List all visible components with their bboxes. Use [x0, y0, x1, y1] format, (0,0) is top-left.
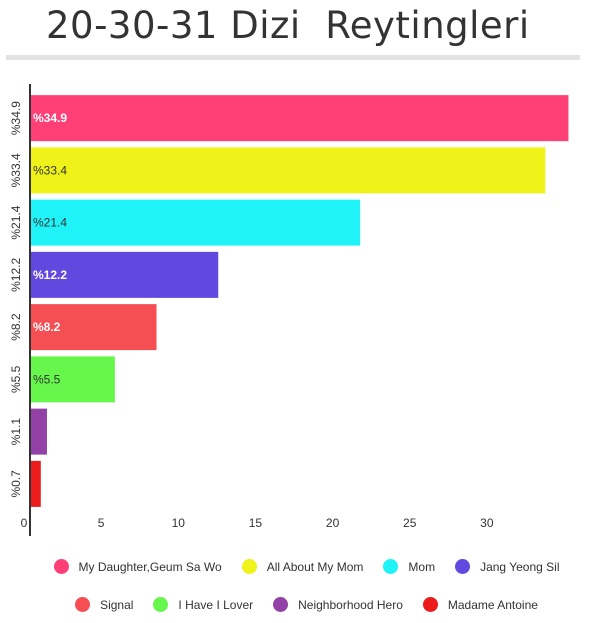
legend-label-5: I Have I Lover	[178, 597, 254, 612]
bar-5	[30, 356, 115, 403]
chart-title: 20-30-31 Dizi Reytingleri	[46, 4, 530, 47]
legend-swatch-6	[273, 597, 289, 612]
legend-swatch-3	[455, 559, 471, 574]
legend-label-2: Mom	[408, 559, 436, 574]
legend-label-4: Signal	[100, 597, 134, 612]
legend-swatch-7	[422, 597, 438, 612]
category-label-1: %33.4	[9, 153, 23, 187]
title-divider	[6, 55, 580, 60]
category-label-7: %0.7	[9, 470, 23, 498]
data-label-3: %12.2	[33, 268, 67, 282]
legend-item-1[interactable]: All About My Mom	[241, 559, 364, 574]
legend-item-4[interactable]: Signal	[75, 597, 133, 612]
category-label-4: %8.2	[9, 313, 23, 341]
bar-chart: %34.9 %34.9 %33.4 %33.4 %21.4 %21.4 %12.2 %12.2…	[9, 84, 569, 536]
category-label-6: %1.1	[9, 418, 23, 446]
legend-swatch-5	[153, 597, 169, 612]
bar-7	[30, 460, 41, 507]
legend-row-1: My Daughter,Geum Sa Wo All About My Mom Mo…	[0, 559, 613, 574]
legend-swatch-0	[53, 559, 69, 574]
legend-label-7: Madame Antoine	[447, 597, 538, 612]
bar-3	[30, 251, 219, 298]
legend-label-1: All About My Mom	[266, 559, 364, 574]
data-label-5: %5.5	[33, 372, 61, 386]
legend-swatch-4	[75, 597, 91, 612]
legend-item-7[interactable]: Madame Antoine	[422, 597, 538, 612]
legend-label-6: Neighborhood Hero	[298, 597, 403, 612]
data-label-2: %21.4	[33, 216, 67, 230]
category-label-5: %5.5	[9, 365, 23, 393]
data-label-4: %8.2	[33, 320, 61, 334]
bar-0	[30, 95, 569, 142]
bar-1	[30, 147, 546, 194]
data-label-1: %33.4	[33, 163, 67, 177]
category-label-3: %12.2	[9, 258, 23, 292]
legend-swatch-1	[241, 559, 257, 574]
x-tick-label-1: 5	[98, 516, 105, 530]
legend-label-3: Jang Yeong Sil	[480, 559, 560, 574]
legend-item-5[interactable]: I Have I Lover	[153, 597, 253, 612]
legend-swatch-2	[383, 559, 399, 574]
x-tick-label-2: 10	[172, 516, 186, 530]
category-label-0: %34.9	[9, 101, 23, 135]
legend-item-2[interactable]: Mom	[383, 559, 435, 574]
bar-4	[30, 304, 157, 351]
category-label-2: %21.4	[9, 205, 23, 239]
legend-label-0: My Daughter,Geum Sa Wo	[78, 559, 222, 574]
x-tick-label-5: 25	[403, 516, 417, 530]
x-tick-label-4: 20	[326, 516, 340, 530]
bar-6	[30, 408, 47, 455]
x-tick-label-3: 15	[249, 516, 263, 530]
legend-item-3[interactable]: Jang Yeong Sil	[455, 559, 559, 574]
bar-2	[30, 199, 361, 246]
x-tick-label-6: 30	[480, 516, 494, 530]
x-tick-label-0: 0	[21, 516, 28, 530]
legend-item-0[interactable]: My Daughter,Geum Sa Wo	[53, 559, 222, 574]
legend-row-2: Signal I Have I Lover Neighborhood Hero Mad…	[0, 597, 613, 612]
legend-item-6[interactable]: Neighborhood Hero	[273, 597, 403, 612]
data-label-0: %34.9	[33, 111, 67, 125]
